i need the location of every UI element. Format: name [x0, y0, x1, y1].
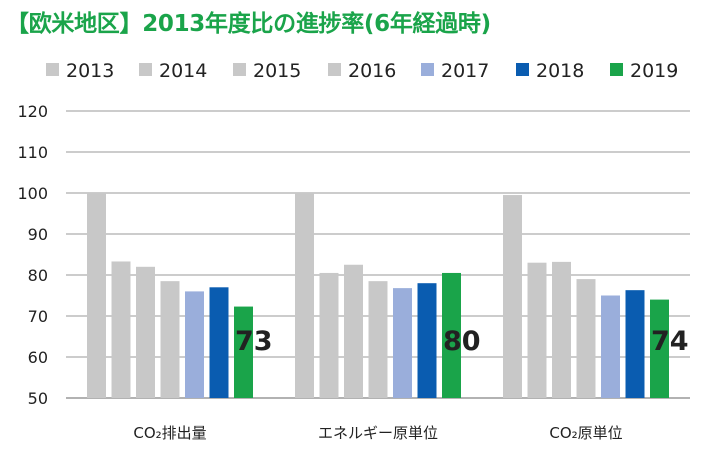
bar: [185, 291, 204, 398]
data-label: 73: [235, 326, 273, 357]
legend-label: 2015: [253, 60, 301, 82]
legend-swatch: [46, 63, 59, 76]
y-axis: 50 60 70 80 90 100 110 120: [17, 102, 48, 408]
legend-label: 2017: [441, 60, 489, 82]
legend-label: 2013: [66, 60, 114, 82]
legend-label: 2018: [536, 60, 584, 82]
y-tick-label: 60: [28, 348, 48, 367]
bar: [576, 279, 596, 398]
bar: [527, 262, 547, 398]
bar: [503, 195, 522, 398]
bar: [625, 290, 645, 398]
y-tick-label: 100: [17, 184, 48, 203]
bar: [295, 193, 314, 398]
bar: [136, 266, 155, 398]
y-tick-label: 70: [28, 307, 48, 326]
chart-title: 【欧米地区】2013年度比の進捗率(6年経過時): [6, 11, 491, 37]
data-label: 74: [651, 326, 689, 357]
bar: [344, 264, 363, 398]
bar: [234, 306, 253, 398]
legend-swatch: [139, 63, 152, 76]
legend-swatch: [421, 63, 434, 76]
bar: [209, 287, 229, 398]
bar: [650, 299, 669, 398]
x-category-label: CO₂排出量: [133, 424, 206, 442]
y-tick-label: 80: [28, 266, 48, 285]
legend-swatch: [610, 63, 623, 76]
bar: [160, 281, 180, 398]
y-tick-label: 50: [28, 389, 48, 408]
bar: [368, 281, 388, 398]
legend-label: 2019: [630, 60, 678, 82]
data-label: 80: [443, 326, 481, 357]
legend-label: 2014: [159, 60, 207, 82]
bar: [417, 283, 437, 398]
legend: 2013 2014 2015 2016 2017 2018 2019: [46, 60, 678, 82]
bars: [87, 193, 669, 398]
x-category-label: エネルギー原単位: [318, 424, 438, 442]
legend-swatch: [516, 63, 529, 76]
bar: [87, 193, 106, 398]
legend-swatch: [233, 63, 246, 76]
bar: [601, 295, 620, 398]
y-tick-label: 120: [17, 102, 48, 121]
bar: [393, 288, 412, 398]
bar: [319, 272, 339, 398]
bar: [552, 261, 571, 398]
bar: [111, 261, 131, 398]
data-labels: 73 80 74: [235, 326, 689, 357]
legend-label: 2016: [348, 60, 396, 82]
bar: [442, 272, 461, 398]
y-tick-label: 110: [17, 143, 48, 162]
y-tick-label: 90: [28, 225, 48, 244]
x-axis: CO₂排出量 エネルギー原単位 CO₂原単位: [133, 424, 622, 442]
legend-swatch: [328, 63, 341, 76]
x-category-label: CO₂原単位: [549, 424, 622, 442]
